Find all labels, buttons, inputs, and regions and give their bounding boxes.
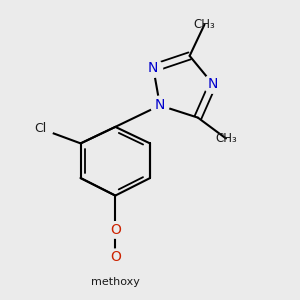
- Text: methoxy: methoxy: [91, 277, 140, 287]
- Text: CH₃: CH₃: [194, 18, 215, 31]
- Text: N: N: [148, 61, 158, 75]
- Text: O: O: [110, 250, 121, 264]
- Circle shape: [28, 116, 53, 141]
- Circle shape: [151, 96, 169, 115]
- Circle shape: [203, 75, 222, 93]
- Circle shape: [144, 59, 163, 77]
- Text: N: N: [155, 98, 165, 112]
- Text: CH₃: CH₃: [215, 132, 237, 145]
- Text: Cl: Cl: [34, 122, 46, 135]
- Circle shape: [107, 249, 124, 266]
- Text: O: O: [110, 223, 121, 237]
- Text: N: N: [208, 77, 218, 91]
- Circle shape: [107, 222, 124, 238]
